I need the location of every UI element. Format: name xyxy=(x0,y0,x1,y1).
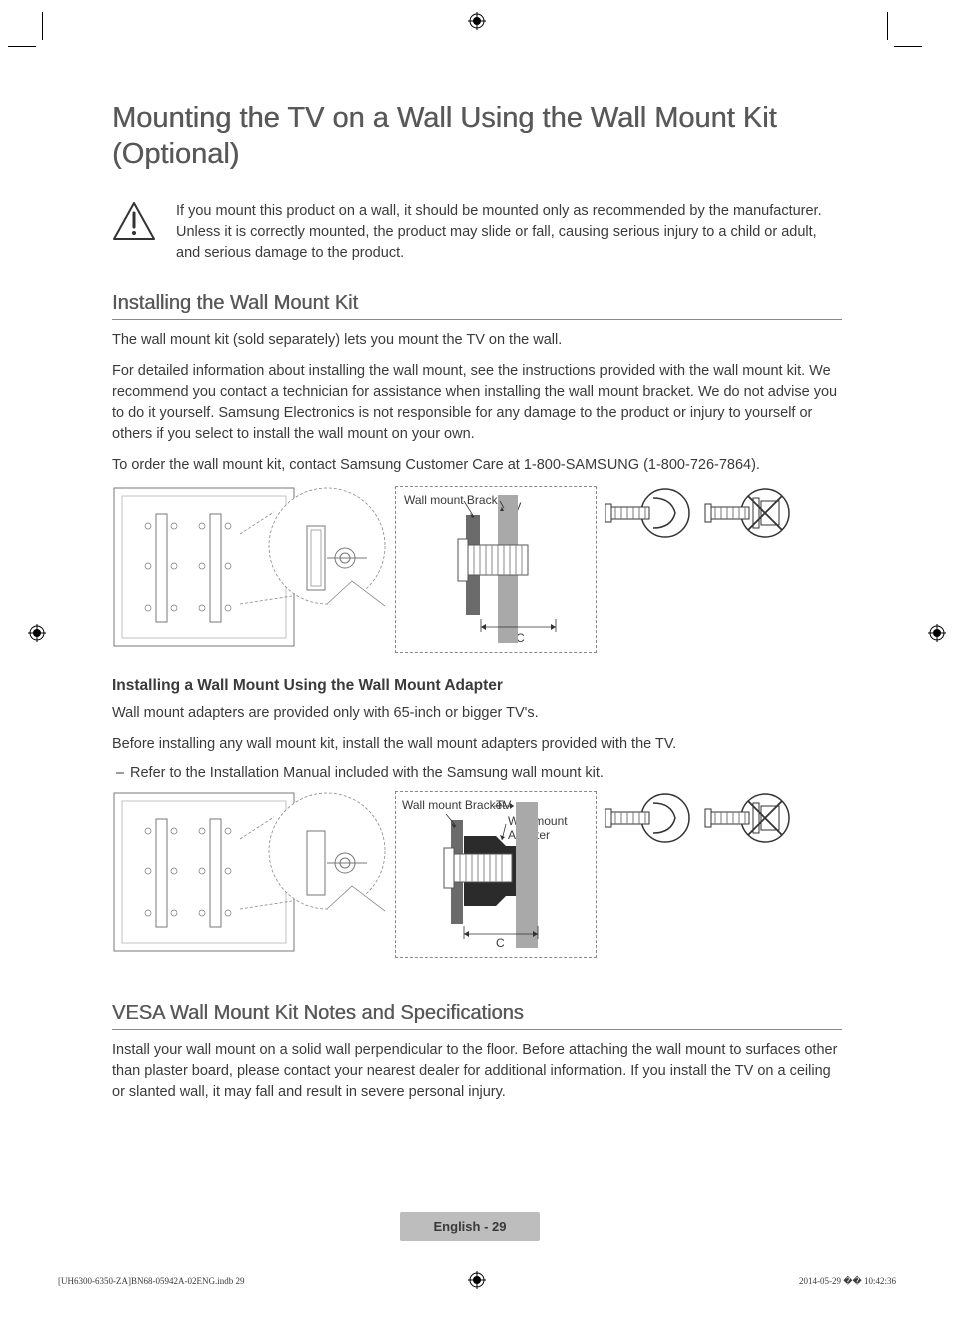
figure-row-1: Wall mount Bracket TV C xyxy=(112,486,842,653)
section-heading-install-kit: Installing the Wall Mount Kit xyxy=(112,292,842,315)
crop-mark xyxy=(8,46,36,47)
section-heading-vesa: VESA Wall Mount Kit Notes and Specificat… xyxy=(112,1002,842,1025)
body-text: For detailed information about installin… xyxy=(112,361,842,445)
registration-mark-icon xyxy=(28,624,46,642)
figure-row-2: Wall mount Bracket TV Wall mount Adapter… xyxy=(112,791,842,958)
body-text: The wall mount kit (sold separately) let… xyxy=(112,330,842,351)
diagram-tv-back xyxy=(112,791,387,956)
print-file: [UH6300-6350-ZA]BN68-05942A-02ENG.indb 2… xyxy=(58,1276,244,1287)
bullet-text: Refer to the Installation Manual include… xyxy=(112,765,842,781)
heading-underline xyxy=(112,1029,842,1030)
diagram-bolt-options xyxy=(605,486,815,540)
warning-block: If you mount this product on a wall, it … xyxy=(112,201,842,264)
diagram-bolt-options xyxy=(605,791,815,845)
content-area: Mounting the TV on a Wall Using the Wall… xyxy=(112,100,842,1113)
manual-page: Mounting the TV on a Wall Using the Wall… xyxy=(0,0,954,1321)
page-title: Mounting the TV on a Wall Using the Wall… xyxy=(112,100,842,173)
registration-mark-icon xyxy=(468,12,486,30)
print-timestamp: 2014-05-29 �� 10:42:36 xyxy=(799,1276,896,1287)
crop-mark xyxy=(887,12,888,40)
page-footer: English - 29 xyxy=(400,1212,540,1241)
body-text: Before installing any wall mount kit, in… xyxy=(112,734,842,755)
body-text: To order the wall mount kit, contact Sam… xyxy=(112,455,842,476)
warning-icon xyxy=(112,201,156,246)
crop-mark xyxy=(894,46,922,47)
diagram-cross-section: Wall mount Bracket TV C xyxy=(395,486,597,653)
warning-text: If you mount this product on a wall, it … xyxy=(176,201,842,264)
crop-mark xyxy=(42,12,43,40)
body-text: Install your wall mount on a solid wall … xyxy=(112,1040,842,1103)
body-text: Wall mount adapters are provided only wi… xyxy=(112,703,842,724)
subsection-heading-adapter: Installing a Wall Mount Using the Wall M… xyxy=(112,677,842,695)
diagram-tv-back xyxy=(112,486,387,651)
registration-mark-icon xyxy=(928,624,946,642)
heading-underline xyxy=(112,319,842,320)
diagram-cross-section-adapter: Wall mount Bracket TV Wall mount Adapter… xyxy=(395,791,597,958)
print-metadata: [UH6300-6350-ZA]BN68-05942A-02ENG.indb 2… xyxy=(58,1276,896,1287)
